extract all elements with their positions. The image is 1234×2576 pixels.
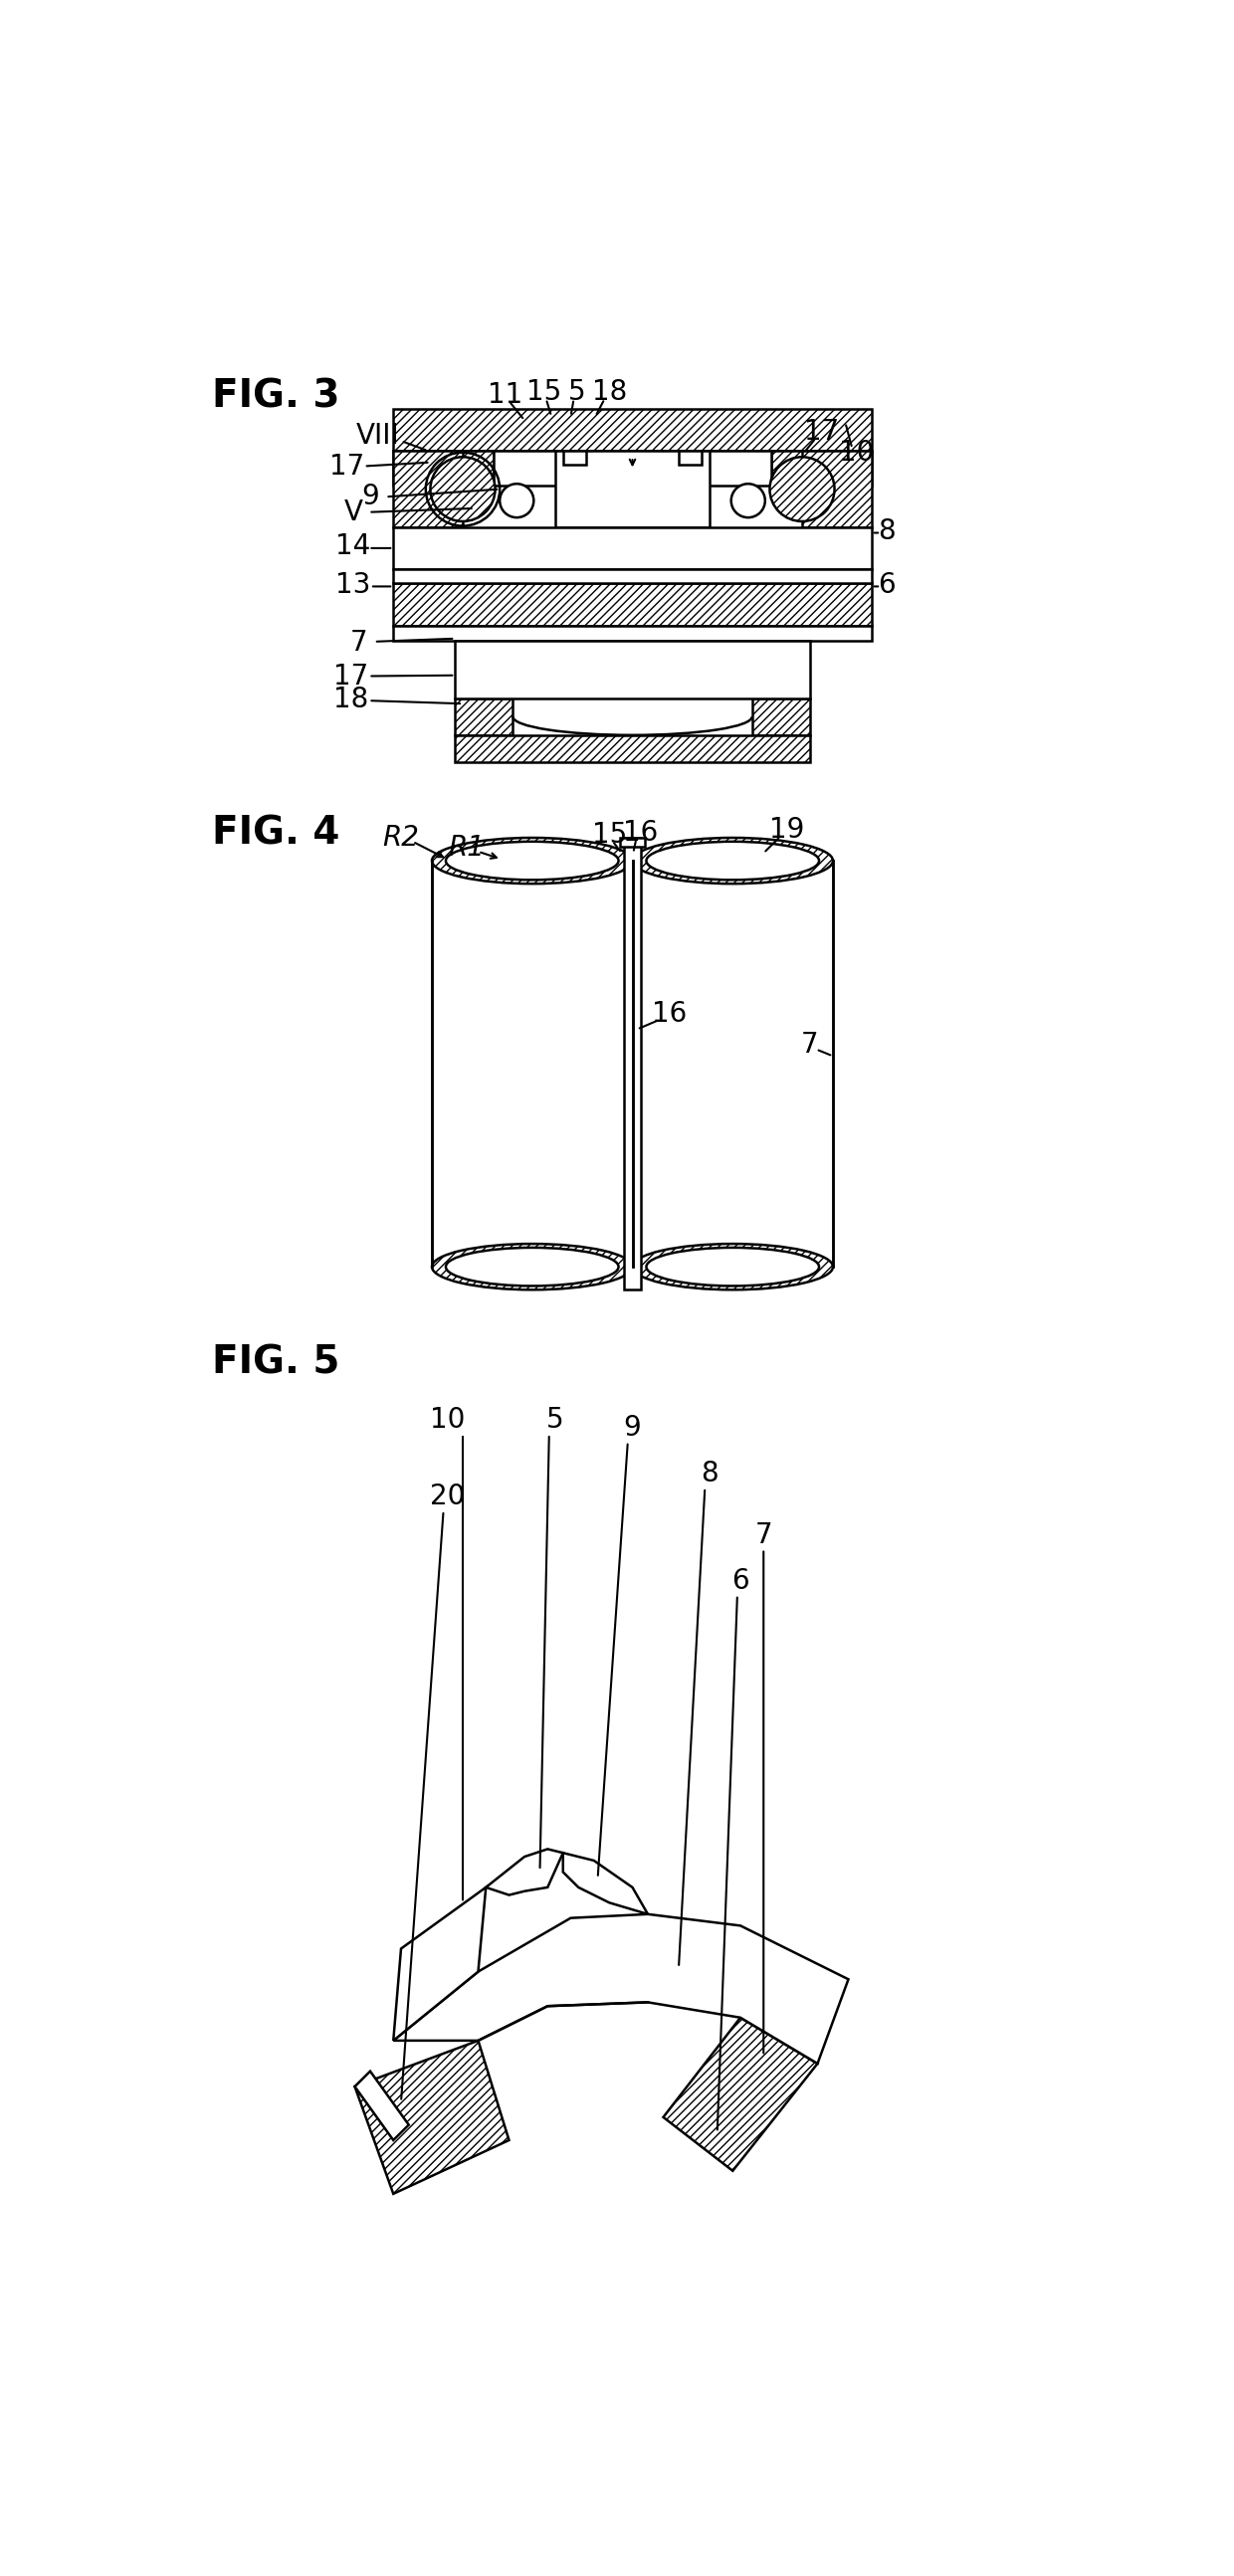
Ellipse shape [432,837,632,884]
Text: 5: 5 [568,379,586,407]
Text: 7: 7 [801,1030,818,1059]
Bar [394,451,463,528]
Bar [455,734,810,762]
Polygon shape [394,1888,486,2040]
Bar [394,582,871,626]
Bar [432,860,632,1267]
Bar [679,451,702,464]
Text: FIG. 4: FIG. 4 [212,814,339,853]
Text: 16: 16 [652,999,687,1028]
Text: 6: 6 [732,1566,749,1595]
Ellipse shape [632,1244,833,1291]
Bar [494,451,771,484]
Text: 8: 8 [701,1461,718,1486]
Text: 7: 7 [755,1520,772,1548]
Ellipse shape [647,1247,819,1285]
Text: 8: 8 [879,518,896,546]
Text: 18: 18 [333,685,369,714]
Bar [394,528,871,569]
Bar [394,410,871,451]
Bar [455,698,513,734]
Bar [394,451,494,484]
Polygon shape [486,1850,563,1896]
Text: 17: 17 [329,453,364,479]
Text: 17: 17 [803,417,839,446]
Text: 20: 20 [429,1484,465,1510]
Text: 15: 15 [526,379,561,407]
Text: 10: 10 [838,440,874,466]
Text: R1: R1 [448,835,485,860]
Text: R2: R2 [383,824,420,853]
Polygon shape [355,2071,408,2141]
Text: FIG. 3: FIG. 3 [212,379,341,415]
Bar [624,837,640,1291]
Text: 9: 9 [623,1414,642,1443]
Text: 11: 11 [487,381,523,410]
Text: VIII: VIII [357,422,400,448]
Text: 18: 18 [592,379,627,407]
Text: 19: 19 [769,817,805,845]
Circle shape [500,484,533,518]
Text: FIG. 5: FIG. 5 [212,1345,339,1381]
Text: 16: 16 [623,819,658,848]
Bar [455,641,810,698]
Polygon shape [394,1914,849,2063]
Text: V: V [344,497,363,526]
Text: 10: 10 [429,1406,465,1435]
Bar [555,451,710,528]
Text: 14: 14 [336,533,370,562]
Circle shape [731,484,765,518]
Circle shape [770,456,834,520]
Text: 13: 13 [336,572,371,598]
Bar [394,569,871,582]
Bar [752,698,810,734]
Text: 15: 15 [592,822,627,848]
Text: 9: 9 [362,482,379,510]
Ellipse shape [647,842,819,881]
Polygon shape [563,1852,648,1914]
Circle shape [431,456,495,520]
Bar [771,451,871,484]
Polygon shape [355,2040,508,2195]
Bar [802,451,871,528]
Bar [632,860,833,1267]
Bar [621,837,644,848]
Ellipse shape [432,1244,632,1291]
Bar [394,626,871,641]
Ellipse shape [445,842,618,881]
Ellipse shape [445,1247,618,1285]
Text: 5: 5 [547,1406,564,1435]
Ellipse shape [632,837,833,884]
Text: 17: 17 [333,662,369,690]
Text: 7: 7 [350,629,368,657]
Polygon shape [664,2017,817,2172]
Bar [563,451,586,464]
Text: 6: 6 [879,572,896,598]
